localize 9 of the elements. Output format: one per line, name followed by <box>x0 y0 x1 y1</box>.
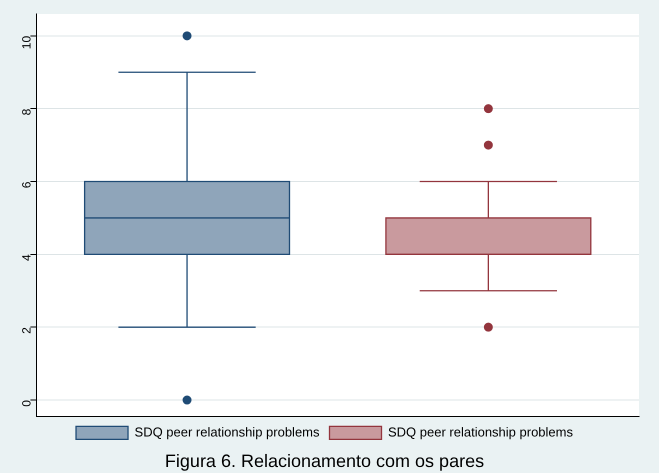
y-tick-label: 0 <box>20 400 34 407</box>
y-tick-label: 4 <box>20 254 34 262</box>
text: Figura 6. Relacionamento com os pares <box>164 451 484 472</box>
legend-label: SDQ peer relationship problems <box>388 424 574 440</box>
y-tick-label: 8 <box>20 108 34 116</box>
y-tick-label: 2 <box>20 326 34 334</box>
y-tick-label: 6 <box>20 181 34 188</box>
y-tick-label: 10 <box>20 36 34 50</box>
legend-label: SDQ peer relationship problems <box>134 424 320 440</box>
